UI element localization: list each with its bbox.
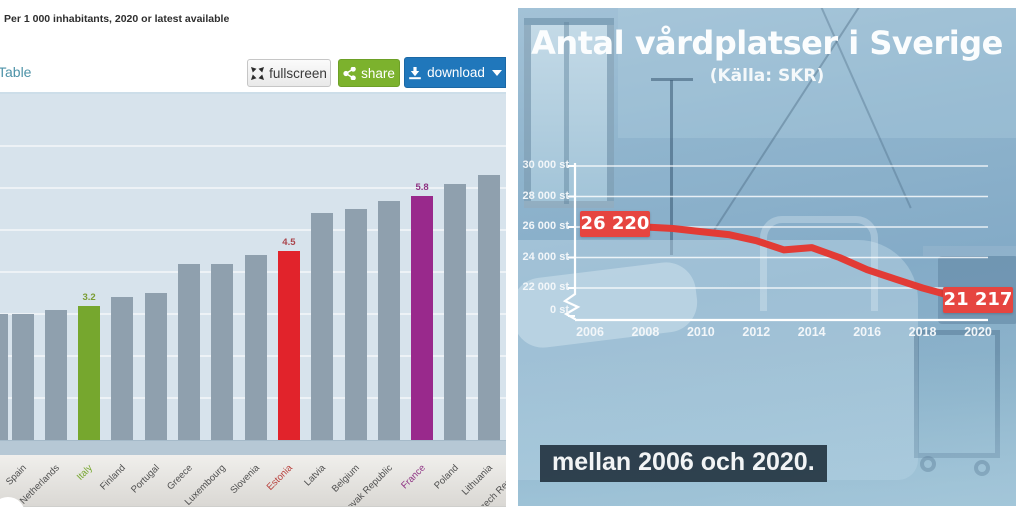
photo-iv-pole-top <box>651 78 693 81</box>
caption-banner: mellan 2006 och 2020. <box>540 445 827 482</box>
player-control-dot <box>0 497 25 515</box>
x-tick-label: 2012 <box>742 325 771 339</box>
gridline <box>0 145 506 147</box>
x-axis-band <box>0 440 506 455</box>
bar-portugal[interactable] <box>144 293 167 440</box>
bar-belgium[interactable] <box>344 209 367 440</box>
photo-iv-pole <box>670 80 673 255</box>
x-tick-label: 2018 <box>908 325 937 339</box>
y-tick-label: 0 st <box>550 304 569 316</box>
bar-slovenia[interactable] <box>244 255 267 440</box>
bar-value-label: 3.2 <box>82 291 96 303</box>
download-icon <box>409 66 421 79</box>
end-value-box: 21 217 <box>943 287 1013 313</box>
tab-table[interactable]: Table <box>0 64 32 80</box>
gridline <box>0 187 506 189</box>
x-tick-label: 2008 <box>631 325 660 339</box>
category-labels-row: Spain Netherlands Italy Finland Portugal Gree… <box>0 455 506 507</box>
fullscreen-label: fullscreen <box>269 65 327 81</box>
toolbar-divider <box>0 92 506 94</box>
bar-italy[interactable] <box>78 305 101 440</box>
x-tick-label: 2016 <box>853 325 882 339</box>
fullscreen-icon <box>251 66 265 80</box>
bar-greece[interactable] <box>178 263 200 440</box>
y-tick-label: 30 000 st <box>522 159 569 171</box>
line-chart <box>562 163 988 322</box>
bar-france[interactable] <box>411 196 434 440</box>
y-tick-label: 26 000 st <box>522 220 569 232</box>
photo-table-top <box>923 246 1016 256</box>
share-label: share <box>361 65 395 81</box>
bar-spain[interactable] <box>11 314 34 440</box>
share-icon <box>343 66 356 80</box>
photo-bed-rail <box>760 216 878 311</box>
download-label: download <box>427 65 485 80</box>
photo-window <box>524 18 614 208</box>
bar-value-label: 5.8 <box>415 182 429 194</box>
fullscreen-button[interactable]: fullscreen <box>247 59 331 87</box>
x-tick-label: 2014 <box>797 325 826 339</box>
bar-latvia[interactable] <box>311 213 334 440</box>
bar-finland[interactable] <box>111 297 134 440</box>
oecd-chart-panel: Per 1 000 inhabitants, 2020 or latest av… <box>0 0 506 515</box>
x-tick-label: 2010 <box>686 325 715 339</box>
bar-slovak-republic[interactable] <box>377 200 400 440</box>
bar-estonia[interactable] <box>277 251 300 440</box>
chart-subtitle: Per 1 000 inhabitants, 2020 or latest av… <box>4 13 230 25</box>
bar-luxembourg[interactable] <box>211 263 234 440</box>
bar-plot: 3.2 4.5 5.8 <box>0 94 506 440</box>
x-tick-label: 2006 <box>576 325 604 339</box>
download-caret-icon[interactable] <box>491 69 502 76</box>
bar-netherlands[interactable] <box>44 309 67 440</box>
y-tick-label: 24 000 st <box>522 250 569 263</box>
y-axis-with-break <box>562 163 581 320</box>
x-tick-label: 2020 <box>964 325 992 339</box>
share-button[interactable]: share <box>338 59 400 87</box>
data-line <box>586 220 982 304</box>
photo-window-frame <box>564 22 569 204</box>
tv-graphic-panel: Antal vårdplatser i Sverige (Källa: SKR)… <box>518 8 1016 506</box>
bar-clipped[interactable] <box>0 314 8 440</box>
gridline <box>0 229 506 231</box>
bar-value-label: 4.5 <box>282 237 296 248</box>
graphic-source: (Källa: SKR) <box>709 66 825 86</box>
photo-wall <box>618 8 1016 138</box>
graphic-title: Antal vårdplatser i Sverige <box>531 24 1003 62</box>
bar-lithuania[interactable] <box>477 175 500 440</box>
start-value-box: 26 220 <box>580 211 650 237</box>
y-tick-label: 22 000 st <box>522 281 569 293</box>
bar-poland[interactable] <box>444 183 467 440</box>
download-button[interactable]: download <box>404 57 506 88</box>
y-tick-label: 28 000 st <box>522 189 569 202</box>
